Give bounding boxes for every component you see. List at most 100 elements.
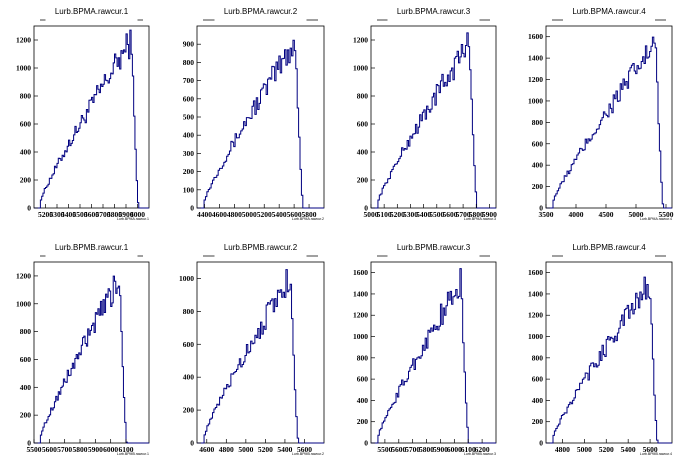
- y-tick-label: 1000: [353, 332, 368, 341]
- y-tick-label: 1000: [528, 96, 543, 105]
- x-axis-label: Lurb.BPMB.rawcur.2: [292, 452, 324, 456]
- y-tick-label: 1400: [353, 289, 368, 298]
- y-tick-label: 200: [532, 417, 544, 426]
- y-tick-label: 700: [183, 76, 195, 85]
- plot-frame: [34, 262, 149, 443]
- panel-title: Lurb.BPMB.rawcur.4: [572, 243, 646, 252]
- y-tick-label: 1400: [528, 54, 543, 63]
- x-tick-label: 5000: [577, 445, 592, 454]
- y-tick-label: 1200: [16, 36, 31, 45]
- y-tick-label: 400: [532, 396, 544, 405]
- y-tick-label: 1400: [528, 289, 543, 298]
- histogram-panel: Lurb.BPMB.rawcur.2 0 200 400 600 800 1000 4600 4…: [179, 243, 324, 456]
- y-tick-label: 300: [183, 149, 195, 158]
- y-tick-label: 400: [183, 131, 195, 140]
- y-tick-label: 800: [183, 58, 195, 67]
- x-tick-label: 5000: [242, 210, 257, 219]
- x-tick-label: 4000: [569, 210, 584, 219]
- y-tick-label: 400: [183, 373, 195, 382]
- y-tick-label: 600: [357, 120, 369, 129]
- x-axis-label: Lurb.BPMA.rawcur.2: [292, 217, 324, 221]
- histogram-line: [546, 277, 672, 443]
- plot-frame: [197, 262, 324, 443]
- histogram-panel: Lurb.BPMB.rawcur.40200400600800100012001…: [528, 243, 672, 456]
- y-tick-label: 600: [532, 375, 544, 384]
- y-tick-label: 200: [20, 411, 32, 420]
- histogram-line: [34, 30, 149, 208]
- x-tick-label: 5500: [27, 445, 42, 454]
- histogram-line: [197, 270, 324, 443]
- y-tick-label: 800: [532, 353, 544, 362]
- x-tick-label: 4600: [199, 445, 214, 454]
- x-tick-label: 5800: [73, 445, 88, 454]
- y-tick-label: 800: [357, 353, 369, 362]
- y-tick-label: 600: [20, 120, 32, 129]
- y-tick-label: 400: [357, 396, 369, 405]
- x-tick-label: 5400: [621, 445, 636, 454]
- y-tick-label: 0: [190, 204, 194, 213]
- histogram-line: [546, 37, 672, 208]
- plot-frame: [546, 262, 672, 443]
- y-tick-label: 800: [183, 307, 195, 316]
- y-tick-label: 500: [183, 113, 195, 122]
- x-tick-label: 4800: [219, 445, 234, 454]
- y-tick-label: 600: [357, 375, 369, 384]
- histogram-panel: Lurb.BPMA.rawcur.10200400600800100012005…: [16, 7, 149, 221]
- x-axis-label: Lurb.BPMB.rawcur.4: [640, 452, 672, 456]
- histogram-panel: Lurb.BPMB.rawcur.1 0 200 400 600 800 1000 1200 5…: [16, 243, 149, 456]
- x-tick-label: 4600: [212, 210, 227, 219]
- y-tick-label: 600: [183, 340, 195, 349]
- y-tick-label: 400: [532, 161, 544, 170]
- y-tick-label: 800: [357, 92, 369, 101]
- y-tick-label: 1000: [16, 64, 31, 73]
- histogram-line: [34, 276, 149, 443]
- panel-title: Lurb.BPMB.rawcur.3: [397, 243, 471, 252]
- y-tick-label: 1000: [179, 274, 194, 283]
- y-tick-label: 1600: [353, 268, 368, 277]
- y-tick-label: 400: [20, 148, 32, 157]
- y-tick-label: 200: [20, 176, 32, 185]
- y-tick-label: 0: [190, 439, 194, 448]
- histogram-line: [197, 40, 324, 208]
- y-tick-label: 1000: [353, 64, 368, 73]
- y-tick-label: 200: [183, 167, 195, 176]
- panel-title: Lurb.BPMA.rawcur.3: [397, 7, 471, 16]
- y-tick-label: 900: [183, 40, 195, 49]
- x-tick-label: 5400: [272, 210, 287, 219]
- y-tick-label: 0: [27, 204, 31, 213]
- x-tick-label: 4500: [599, 210, 614, 219]
- x-tick-label: 3500: [539, 210, 554, 219]
- y-tick-label: 800: [20, 327, 32, 336]
- y-tick-label: 800: [20, 92, 32, 101]
- x-tick-label: 4400: [197, 210, 212, 219]
- histogram-panel: Lurb.BPMA.rawcur.4 0 200 400 600 800 1000 1200 1…: [528, 7, 674, 221]
- x-axis-label: Lurb.BPMA.rawcur.3: [464, 217, 496, 221]
- y-tick-label: 200: [532, 182, 544, 191]
- histogram-panel: Lurb.BPMA.rawcur.3 0 200 400 600 800 1000 1200 5…: [353, 7, 497, 221]
- y-tick-label: 1200: [353, 311, 368, 320]
- x-tick-label: 5600: [42, 445, 57, 454]
- y-tick-label: 600: [532, 139, 544, 148]
- y-tick-label: 100: [183, 185, 195, 194]
- histogram-panel: Lurb.BPMB.rawcur.3 0 200 400 600 800 1000 1200 1…: [353, 243, 496, 456]
- y-tick-label: 1600: [528, 268, 543, 277]
- y-tick-label: 1200: [528, 75, 543, 84]
- y-tick-label: 200: [183, 406, 195, 415]
- y-tick-label: 200: [357, 176, 369, 185]
- x-axis-label: Lurb.BPMA.rawcur.1: [117, 217, 149, 221]
- x-tick-label: 5400: [277, 445, 292, 454]
- y-tick-label: 0: [539, 439, 543, 448]
- x-tick-label: 5200: [257, 210, 272, 219]
- x-tick-label: 5200: [258, 445, 273, 454]
- y-tick-label: 800: [532, 118, 544, 127]
- plot-frame: [371, 262, 496, 443]
- histogram-panel: Lurb.BPMA.rawcur.2 0 100 200 300 400 500 600 700…: [183, 7, 324, 221]
- y-tick-label: 0: [364, 439, 368, 448]
- panel-title: Lurb.BPMA.rawcur.1: [55, 7, 129, 16]
- x-axis-label: Lurb.BPMA.rawcur.4: [640, 217, 672, 221]
- panel-title: Lurb.BPMA.rawcur.2: [224, 7, 298, 16]
- y-tick-label: 600: [20, 355, 32, 364]
- x-tick-label: 4800: [555, 445, 570, 454]
- y-tick-label: 400: [357, 148, 369, 157]
- y-tick-label: 1600: [528, 32, 543, 41]
